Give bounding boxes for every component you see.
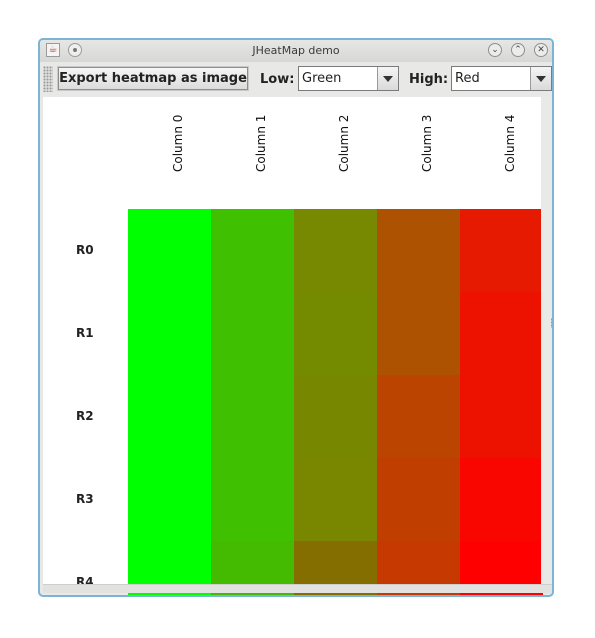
heatmap-cell[interactable] bbox=[211, 375, 294, 458]
heatmap-cell[interactable] bbox=[294, 458, 377, 541]
high-color-value: Red bbox=[455, 71, 480, 86]
toolbar-grip-icon[interactable] bbox=[43, 66, 53, 92]
row-header: R1 bbox=[76, 326, 94, 340]
maximize-icon[interactable]: ⌃ bbox=[511, 43, 525, 57]
heatmap-cell[interactable] bbox=[377, 292, 460, 375]
heatmap-cell[interactable] bbox=[128, 292, 211, 375]
app-window: ☕ JHeatMap demo ⌄ ⌃ ✕ Export heatmap as … bbox=[38, 38, 554, 597]
row-header: R2 bbox=[76, 409, 94, 423]
heatmap-cell[interactable] bbox=[128, 375, 211, 458]
close-icon[interactable]: ✕ bbox=[534, 43, 548, 57]
minimize-icon[interactable]: ⌄ bbox=[488, 43, 502, 57]
java-icon[interactable]: ☕ bbox=[46, 43, 60, 57]
heatmap-panel: Column 0 Column 1 Column 2 Column 3 Colu… bbox=[43, 97, 543, 595]
high-label: High: bbox=[409, 72, 449, 87]
export-heatmap-button[interactable]: Export heatmap as image bbox=[57, 66, 249, 91]
chevron-down-icon[interactable] bbox=[377, 67, 398, 90]
heatmap-cell[interactable] bbox=[460, 375, 543, 458]
title-bar[interactable]: ☕ JHeatMap demo ⌄ ⌃ ✕ bbox=[40, 40, 552, 63]
chevron-down-icon[interactable] bbox=[530, 67, 551, 90]
heatmap-cell[interactable] bbox=[377, 209, 460, 292]
heatmap-grid[interactable] bbox=[128, 209, 543, 595]
heatmap-cell[interactable] bbox=[211, 209, 294, 292]
window-title: JHeatMap demo bbox=[252, 44, 340, 57]
heatmap-cell[interactable] bbox=[377, 375, 460, 458]
heatmap-cell[interactable] bbox=[128, 209, 211, 292]
heatmap-cell[interactable] bbox=[294, 375, 377, 458]
heatmap-cell[interactable] bbox=[211, 458, 294, 541]
heatmap-cell[interactable] bbox=[294, 209, 377, 292]
low-color-select[interactable]: Green bbox=[298, 66, 399, 91]
toolbar: Export heatmap as image Low: Green High:… bbox=[40, 62, 552, 96]
heatmap-cell[interactable] bbox=[211, 292, 294, 375]
heatmap-cell[interactable] bbox=[128, 458, 211, 541]
row-header: R0 bbox=[76, 243, 94, 257]
low-label: Low: bbox=[260, 72, 295, 87]
horizontal-scroll-area[interactable] bbox=[43, 584, 552, 593]
heatmap-cell[interactable] bbox=[377, 458, 460, 541]
resize-grip-icon[interactable] bbox=[551, 318, 552, 328]
low-color-value: Green bbox=[302, 71, 342, 86]
row-header: R3 bbox=[76, 492, 94, 506]
heatmap-cell[interactable] bbox=[460, 458, 543, 541]
heatmap-cell[interactable] bbox=[460, 209, 543, 292]
heatmap-cell[interactable] bbox=[294, 292, 377, 375]
vertical-scroll-area[interactable] bbox=[541, 97, 552, 584]
window-menu-icon[interactable] bbox=[68, 43, 82, 57]
high-color-select[interactable]: Red bbox=[451, 66, 552, 91]
heatmap-cell[interactable] bbox=[460, 292, 543, 375]
